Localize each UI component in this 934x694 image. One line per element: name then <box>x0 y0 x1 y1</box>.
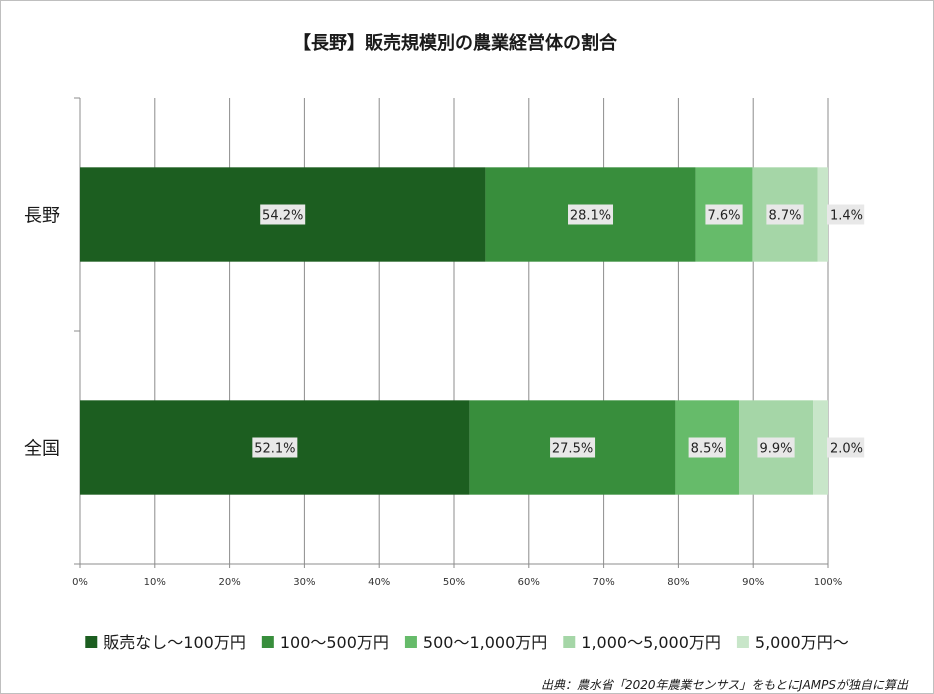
data-label-box <box>827 437 865 458</box>
legend-swatch <box>261 636 274 648</box>
bars <box>80 167 828 495</box>
legend-label: 販売なし～100万円 <box>103 633 246 652</box>
source-note: 出典：農水省「2020年農業センサス」をもとにJAMPSが独自に算出 <box>541 678 909 692</box>
data-label: 2.0% <box>830 442 863 457</box>
data-label: 9.9% <box>759 442 792 457</box>
data-label: 54.2% <box>262 209 303 224</box>
x-tick-label: 80% <box>667 577 689 588</box>
data-label: 8.5% <box>691 442 724 457</box>
legend-label: 1,000～5,000万円 <box>581 633 721 652</box>
data-label: 27.5% <box>552 442 593 457</box>
x-tick-label: 50% <box>443 577 465 588</box>
data-label: 7.6% <box>708 209 741 224</box>
data-label: 1.4% <box>830 209 863 224</box>
category-label: 長野 <box>24 206 60 227</box>
data-label-box <box>688 437 726 458</box>
data-label: 28.1% <box>570 209 611 224</box>
x-tick-label: 40% <box>368 577 390 588</box>
x-tick-label: 70% <box>592 577 614 588</box>
data-labels: 54.2% 28.1% 7.6% 8.7% 1.4% 52.1% 27.5% 8.5% 9.9%… <box>252 204 865 458</box>
legend-label: 5,000万円～ <box>755 633 849 652</box>
data-label-box <box>260 204 306 225</box>
x-tick-label: 10% <box>144 577 166 588</box>
x-tick-label: 0% <box>72 577 88 588</box>
x-tick-label: 60% <box>518 577 540 588</box>
data-label-box <box>568 204 614 225</box>
data-label-box <box>827 204 865 225</box>
data-label: 52.1% <box>254 442 295 457</box>
legend-label: 100～500万円 <box>280 633 389 652</box>
legend-swatch <box>563 636 576 648</box>
x-tick-label: 20% <box>218 577 240 588</box>
data-label-box <box>705 204 743 225</box>
x-tick-label: 100% <box>814 577 843 588</box>
category-label: 全国 <box>24 439 60 460</box>
data-label-box <box>252 437 298 458</box>
legend-swatch <box>736 636 749 648</box>
chart-title: 【長野】販売規模別の農業経営体の割合 <box>293 32 618 54</box>
bar-segment <box>813 400 828 495</box>
x-tick-label: 90% <box>742 577 764 588</box>
legend-swatch <box>404 636 417 648</box>
data-label-box <box>757 437 795 458</box>
x-tick-label: 30% <box>293 577 315 588</box>
legend-label: 500～1,000万円 <box>423 633 547 652</box>
x-tick-labels: 0% 10% 20% 30% 40% 50% 60% 70% 80% 90% 100% <box>72 564 842 588</box>
legend: 販売なし～100万円 100～500万円 500～1,000万円 1,000～5,00… <box>85 633 849 652</box>
legend-swatch <box>85 636 98 648</box>
data-label-box <box>766 204 804 225</box>
data-label-box <box>550 437 596 458</box>
bar-segment <box>817 167 828 262</box>
data-label: 8.7% <box>768 209 801 224</box>
